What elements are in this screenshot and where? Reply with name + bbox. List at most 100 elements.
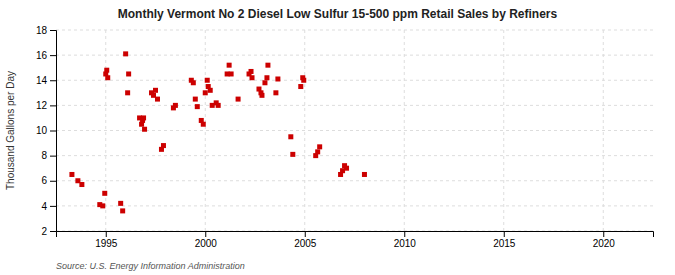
x-tick: 2020	[593, 231, 616, 249]
y-tick-label: 14	[36, 75, 48, 86]
point	[100, 203, 105, 208]
point	[275, 76, 280, 81]
y-tick-label: 8	[41, 150, 47, 161]
y-tick: 14	[36, 75, 56, 86]
point	[249, 69, 254, 74]
point	[344, 166, 349, 171]
point	[229, 71, 234, 76]
point	[227, 63, 232, 68]
y-tick-mark	[50, 156, 56, 157]
chart-svg: 1995 2000 2005 2010 2015 2020 2 4 6 8 10 12 14 16 18 Mo…	[0, 0, 675, 275]
point	[142, 127, 147, 132]
source-note: Source: U.S. Energy Information Administ…	[56, 261, 245, 271]
point	[250, 75, 255, 80]
y-tick: 4	[41, 201, 56, 212]
x-axis: 1995 2000 2005 2010 2015 2020	[57, 231, 654, 249]
point	[191, 80, 196, 85]
point	[102, 191, 107, 196]
x-axis-line	[57, 232, 654, 238]
point	[155, 97, 160, 102]
x-tick: 1995	[95, 231, 118, 249]
y-grid-line	[56, 105, 653, 106]
y-grid-line	[56, 55, 653, 56]
title: Monthly Vermont No 2 Diesel Low Sulfur 1…	[118, 7, 558, 21]
x-tick-mark	[603, 231, 604, 237]
y-tick: 6	[41, 175, 56, 186]
x-tick-mark	[404, 231, 405, 237]
point	[298, 84, 303, 89]
point	[265, 63, 270, 68]
y-axis-line	[50, 31, 57, 232]
y-tick-label: 10	[36, 125, 48, 136]
point	[208, 88, 213, 93]
point	[126, 71, 131, 76]
point	[362, 172, 367, 177]
point	[173, 103, 178, 108]
x-tick-mark	[305, 231, 306, 237]
grid	[56, 30, 653, 231]
point	[301, 78, 306, 83]
x-tick: 2015	[493, 231, 516, 249]
point	[69, 172, 74, 177]
point	[259, 93, 264, 98]
y-tick-mark	[50, 206, 56, 207]
point	[104, 68, 109, 73]
point	[203, 90, 208, 95]
chart-container: 1995 2000 2005 2010 2015 2020 2 4 6 8 10 12 14 16 18 Mo…	[0, 0, 675, 275]
x-tick-label: 2015	[493, 238, 516, 249]
points	[69, 51, 367, 213]
point	[195, 104, 200, 109]
y-grid-line	[56, 205, 653, 206]
point	[236, 97, 241, 102]
point	[201, 122, 206, 127]
x-tick-mark	[106, 231, 107, 237]
point	[105, 75, 110, 80]
point	[118, 201, 123, 206]
y-axis-title: Thousand Gallons per Day	[5, 71, 16, 190]
y-tick-label: 18	[36, 25, 48, 36]
y-tick-mark	[50, 55, 56, 56]
y-tick: 12	[36, 100, 56, 111]
point	[315, 149, 320, 154]
y-tick-label: 4	[41, 201, 47, 212]
point	[264, 75, 269, 80]
x-tick-mark	[205, 231, 206, 237]
point	[79, 182, 84, 187]
x-tick: 2000	[195, 231, 218, 249]
x-grid-line	[503, 30, 504, 231]
point	[120, 208, 125, 213]
x-tick-label: 1995	[95, 238, 118, 249]
point	[216, 103, 221, 108]
point	[153, 88, 158, 93]
y-tick-label: 12	[36, 100, 48, 111]
x-tick-label: 2005	[294, 238, 317, 249]
y-grid-line	[56, 30, 653, 31]
point	[161, 143, 166, 148]
y-tick-mark	[50, 231, 56, 232]
y-tick-mark	[50, 131, 56, 132]
y-tick: 16	[36, 50, 56, 61]
y-tick-mark	[50, 80, 56, 81]
point	[125, 90, 130, 95]
point	[290, 152, 295, 157]
y-grid-line	[56, 155, 653, 156]
point	[288, 134, 293, 139]
y-axis: 2 4 6 8 10 12 14 16 18	[36, 25, 57, 237]
x-tick-label: 2000	[195, 238, 218, 249]
x-tick-label: 2010	[394, 238, 417, 249]
point	[317, 144, 322, 149]
y-tick-label: 16	[36, 50, 48, 61]
point	[205, 78, 210, 83]
y-tick: 18	[36, 25, 56, 36]
point	[273, 90, 278, 95]
x-tick-mark	[504, 231, 505, 237]
y-tick-mark	[50, 30, 56, 31]
x-tick: 2005	[294, 231, 317, 249]
x-tick: 2010	[394, 231, 417, 249]
y-tick-label: 2	[41, 226, 47, 237]
point	[123, 51, 128, 56]
y-grid-line	[56, 180, 653, 181]
point	[141, 115, 146, 120]
y-tick-mark	[50, 105, 56, 106]
y-grid-line	[56, 80, 653, 81]
